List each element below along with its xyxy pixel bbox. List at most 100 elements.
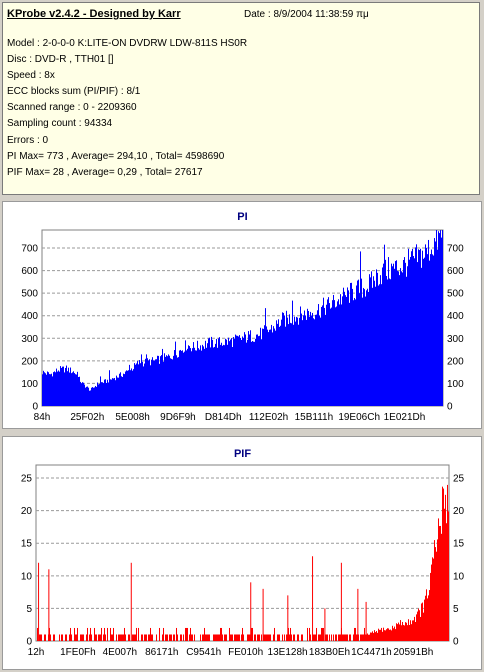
- pi-bar: [296, 316, 297, 406]
- pi-y-tick-right: 300: [447, 334, 464, 345]
- pi-bar: [176, 355, 177, 406]
- pi-y-tick-right: 600: [447, 266, 464, 277]
- info-sampling-count: Sampling count : 94334: [7, 118, 113, 130]
- pif-bar: [378, 628, 379, 641]
- pi-bar: [331, 307, 332, 406]
- pif-bar: [215, 634, 216, 641]
- scan-info-panel: KProbe v2.4.2 - Designed by Karr Date : …: [2, 2, 480, 195]
- pi-y-tick-right: 700: [447, 244, 464, 255]
- pi-bar: [113, 378, 114, 406]
- pi-bar: [92, 387, 93, 406]
- pi-bar: [348, 290, 349, 406]
- pi-bar: [442, 230, 443, 406]
- pi-bar: [375, 286, 376, 406]
- pif-y-tick-right: 15: [453, 539, 465, 550]
- pi-bar: [166, 355, 167, 406]
- pi-bar: [197, 340, 198, 406]
- pif-bar: [368, 634, 369, 641]
- pif-bar: [273, 634, 274, 641]
- pif-bar: [382, 631, 383, 641]
- pif-bar: [54, 634, 55, 641]
- pif-bar: [214, 634, 215, 641]
- pi-bar: [287, 317, 288, 406]
- pi-bar: [276, 320, 277, 406]
- pif-spike: [357, 588, 359, 641]
- pi-bar: [349, 302, 350, 406]
- pi-bar: [127, 370, 128, 406]
- pif-bar: [298, 634, 299, 641]
- pif-spike: [324, 608, 326, 641]
- pi-bar: [435, 241, 436, 406]
- pif-bar: [398, 622, 399, 641]
- pif-bar: [101, 627, 102, 641]
- pif-bar: [385, 630, 386, 641]
- pi-bar: [269, 329, 270, 406]
- pi-bar: [146, 354, 147, 406]
- pi-bar: [322, 305, 323, 406]
- pif-bar: [370, 632, 371, 641]
- pi-bar: [390, 279, 391, 406]
- pi-bar: [185, 340, 186, 406]
- pif-bar: [91, 634, 92, 641]
- pi-bar: [280, 325, 281, 406]
- pif-bar: [350, 634, 351, 641]
- pi-bar: [265, 308, 266, 406]
- pi-bar: [62, 366, 63, 406]
- pif-bar: [401, 625, 402, 641]
- pif-bar: [144, 634, 145, 641]
- info-pi-summary: PI Max= 773 , Average= 294,10 , Total= 4…: [7, 150, 225, 162]
- pif-bar: [321, 627, 322, 641]
- pi-bar: [362, 297, 363, 406]
- pi-bar: [171, 358, 172, 406]
- pif-bar: [220, 627, 221, 641]
- pi-bar: [96, 386, 97, 406]
- pi-chart-title: PI: [237, 211, 247, 223]
- pi-bar: [242, 336, 243, 406]
- pif-bar: [65, 634, 66, 641]
- pi-bar: [214, 346, 215, 406]
- pif-bar: [257, 634, 258, 641]
- pi-bar: [350, 282, 351, 406]
- pif-y-tick-right: 20: [453, 506, 465, 517]
- pi-bar: [53, 372, 54, 406]
- pif-bar: [87, 627, 88, 641]
- pi-bar: [85, 387, 86, 406]
- app-title: KProbe v2.4.2 - Designed by Karr: [7, 8, 181, 20]
- pi-bar: [218, 338, 219, 406]
- pif-bar: [119, 634, 120, 641]
- pi-bar: [361, 278, 362, 406]
- info-speed: Speed : 8x: [7, 70, 55, 82]
- pi-bar: [114, 377, 115, 406]
- pif-bar: [425, 595, 426, 641]
- pi-bar: [56, 368, 57, 406]
- pi-bar: [428, 239, 429, 406]
- pi-bar: [132, 370, 133, 406]
- pi-bar: [409, 259, 410, 406]
- pi-bar: [60, 366, 61, 406]
- pif-bar: [121, 634, 122, 641]
- pi-bar: [439, 233, 440, 406]
- pi-bar: [213, 347, 214, 406]
- pi-bar: [404, 257, 405, 406]
- pi-bar: [289, 314, 290, 406]
- pif-bar: [124, 627, 125, 641]
- pi-bar: [212, 339, 213, 406]
- pi-bar: [382, 267, 383, 406]
- pi-bar: [223, 344, 224, 406]
- pif-bar: [419, 610, 420, 641]
- pi-bar: [83, 382, 84, 406]
- pif-x-tick-label: 4E007h: [103, 647, 137, 658]
- pi-bar: [150, 365, 151, 406]
- pi-bar: [145, 358, 146, 406]
- pi-bar: [288, 324, 289, 406]
- pif-bar: [135, 634, 136, 641]
- pif-bar: [335, 634, 336, 641]
- pif-bar: [167, 634, 168, 641]
- pi-bar: [140, 363, 141, 406]
- pi-bar: [317, 310, 318, 406]
- pif-bar: [442, 486, 443, 641]
- pi-bar: [356, 285, 357, 406]
- pi-bar: [201, 350, 202, 406]
- pi-bar: [300, 306, 301, 406]
- pif-bar: [428, 595, 429, 641]
